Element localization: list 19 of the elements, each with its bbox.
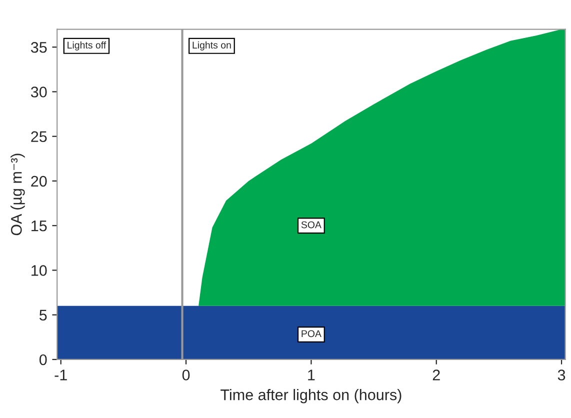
x-tick-label: 3 [558, 370, 566, 380]
y-tick-label: 10 [32, 265, 47, 276]
y-tick-label: 25 [31, 131, 47, 142]
y-tick-label: 15 [32, 220, 47, 232]
y-tick-label: 5 [39, 310, 47, 321]
y-tick-label: 30 [30, 86, 47, 98]
x-tick-label: 0 [182, 370, 190, 380]
annotation: POA [302, 330, 322, 338]
x-tick-label: 2 [432, 370, 440, 380]
y-axis-title: OA (µg m⁻³) [10, 154, 25, 236]
y-tick-label: 35 [30, 42, 47, 53]
annotation: Lights on [192, 41, 231, 50]
y-tick-label: 20 [31, 176, 47, 187]
annotation: Lights off [68, 41, 106, 50]
y-tick-label: 0 [39, 354, 47, 366]
x-tick-label: -1 [54, 370, 67, 380]
x-axis-title: Time after lights on (hours) [220, 389, 402, 404]
x-tick-label: 1 [308, 370, 315, 380]
annotation: SOA [301, 221, 322, 228]
